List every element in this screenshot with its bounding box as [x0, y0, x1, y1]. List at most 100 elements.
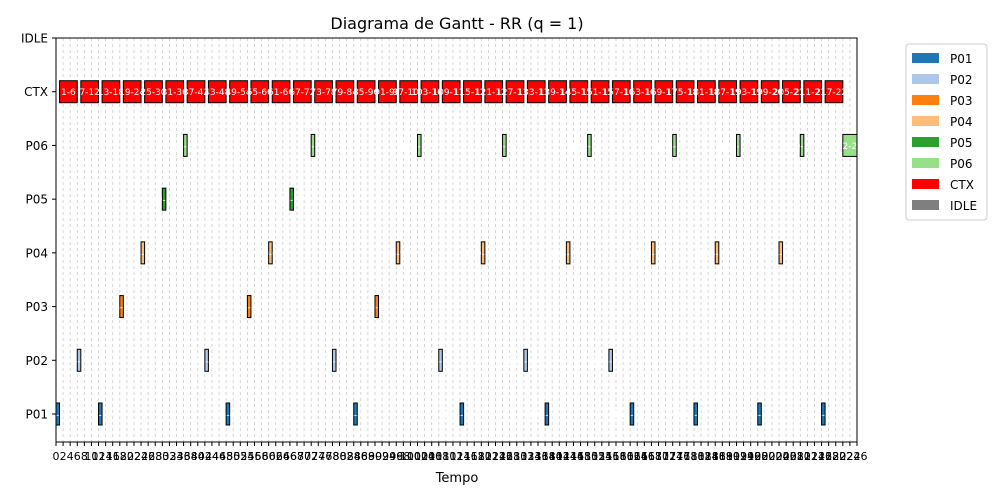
- process-bar: [672, 133, 677, 157]
- x-tick-label: 138: [535, 450, 556, 463]
- process-bar-label: 216-217: [805, 411, 843, 421]
- ctx-bar-label: 25-30: [140, 88, 166, 98]
- x-tick-label: 62: [269, 450, 283, 463]
- process-bar-label: 138-139: [528, 411, 566, 421]
- legend-swatch: [912, 179, 939, 189]
- x-tick-label: 54: [240, 450, 254, 463]
- process-bar: [821, 402, 826, 426]
- x-tick-label: 102: [407, 450, 428, 463]
- x-tick-label: 206: [776, 450, 797, 463]
- process-bar: [714, 241, 720, 265]
- legend-swatch: [912, 158, 939, 168]
- x-tick-label: 32: [162, 450, 176, 463]
- x-tick-label: 2: [60, 450, 67, 463]
- process-bar: [757, 402, 762, 426]
- x-tick-label: 4: [67, 450, 74, 463]
- x-tick-label: 68: [290, 450, 304, 463]
- x-tick-label: 212: [797, 450, 818, 463]
- ctx-bar: [505, 80, 525, 104]
- legend-label: P01: [950, 52, 973, 66]
- legend-label: P02: [950, 73, 973, 87]
- ctx-bar-label: 217-222: [815, 88, 853, 98]
- ctx-bar-label: 133-138: [517, 88, 555, 98]
- ctx-bar-label: 145-150: [560, 88, 598, 98]
- process-bar-label: 96-97: [385, 249, 411, 259]
- ctx-bar-label: 199-204: [751, 88, 789, 98]
- x-tick-label: 82: [340, 450, 354, 463]
- ctx-bar-label: 211-216: [794, 88, 832, 98]
- x-tick-labels: 0 2 4 6 810121416182022242628303234363840424…: [53, 450, 868, 463]
- process-bar-label: 156-157: [592, 357, 630, 367]
- x-tick-label: 146: [563, 450, 584, 463]
- process-bar: [395, 241, 401, 265]
- ctx-bar-label: 121-126: [475, 88, 513, 98]
- x-tick-label: 76: [318, 450, 332, 463]
- ctx-bar: [654, 80, 674, 104]
- x-tick-label: 122: [478, 450, 499, 463]
- x-tick-label: 132: [513, 450, 534, 463]
- y-tick-label: IDLE: [21, 32, 48, 46]
- x-tick-label: 60: [262, 450, 276, 463]
- ctx-bar: [675, 80, 695, 104]
- x-tick-label: 50: [226, 450, 240, 463]
- ctx-bar-label: 103-108: [411, 88, 449, 98]
- ctx-bar-label: 79-84: [332, 88, 358, 98]
- legend-swatch: [912, 137, 939, 147]
- ctx-bar: [356, 80, 376, 104]
- ctx-bar-label: 205-210: [773, 88, 811, 98]
- ctx-bar-label: 43-48: [204, 88, 230, 98]
- process-bar-label: 6-7: [72, 357, 87, 367]
- x-tick-label: 74: [311, 450, 325, 463]
- y-tick-label: P01: [25, 408, 48, 422]
- process-bar: [565, 241, 571, 265]
- process-bar-label: 66-67: [279, 196, 305, 206]
- legend-label: P06: [950, 157, 973, 171]
- x-tick-label: 156: [598, 450, 619, 463]
- process-bar-label: 162-163: [613, 411, 651, 421]
- x-tick-label: 198: [747, 450, 768, 463]
- ctx-bar: [803, 80, 823, 104]
- process-bar: [799, 133, 805, 157]
- ctx-bar: [420, 80, 440, 104]
- x-tick-label: 224: [839, 450, 860, 463]
- ctx-bar: [165, 80, 185, 104]
- x-tick-label: 186: [705, 450, 726, 463]
- legend-label: P03: [950, 94, 973, 108]
- ctx-bar-label: 91-96: [374, 88, 400, 98]
- ctx-bar-label: 13-18: [98, 88, 124, 98]
- process-bar: [331, 348, 337, 372]
- y-tick-label: CTX: [24, 85, 48, 99]
- x-tick-label: 42: [198, 450, 212, 463]
- ctx-bar-label: 61-66: [268, 88, 294, 98]
- x-tick-label: 164: [627, 450, 648, 463]
- process-bar: [76, 348, 82, 372]
- legend-label: CTX: [950, 178, 974, 192]
- legend-label: P04: [950, 115, 973, 129]
- x-tick-label: 52: [233, 450, 247, 463]
- x-tick-label: 100: [400, 450, 421, 463]
- x-tick-label: 26: [141, 450, 155, 463]
- x-tick-label: 222: [832, 450, 853, 463]
- plot-frame: [55, 37, 858, 443]
- process-bar: [693, 402, 699, 426]
- y-tick-labels: P01 P02 P03 P04 P05 P06 CTX IDLE: [21, 32, 48, 422]
- ctx-bar: [399, 80, 419, 104]
- x-tick-label: 90: [368, 450, 382, 463]
- x-tick-label: 120: [471, 450, 492, 463]
- bars-layer: 1-6 7-1213-1819-2425-3031-3637-4243-4849-…: [50, 80, 869, 426]
- process-bar: [246, 295, 252, 319]
- x-tick-label: 70: [297, 450, 311, 463]
- x-tick-label: 92: [375, 450, 389, 463]
- ctx-bar-label: 97-102: [393, 88, 425, 98]
- x-tick-label: 220: [825, 450, 846, 463]
- x-tick-label: 196: [740, 450, 761, 463]
- x-tick-label: 12: [92, 450, 106, 463]
- x-tick-label: 190: [719, 450, 740, 463]
- ctx-bar: [229, 80, 248, 104]
- process-bar-label: 42-43: [194, 357, 220, 367]
- process-bar-label: 54-55: [236, 303, 262, 313]
- legend-swatch: [912, 200, 939, 210]
- x-tick-label: 200: [754, 450, 775, 463]
- process-bar-label: 120-121: [464, 249, 502, 259]
- x-tick-label: 152: [584, 450, 605, 463]
